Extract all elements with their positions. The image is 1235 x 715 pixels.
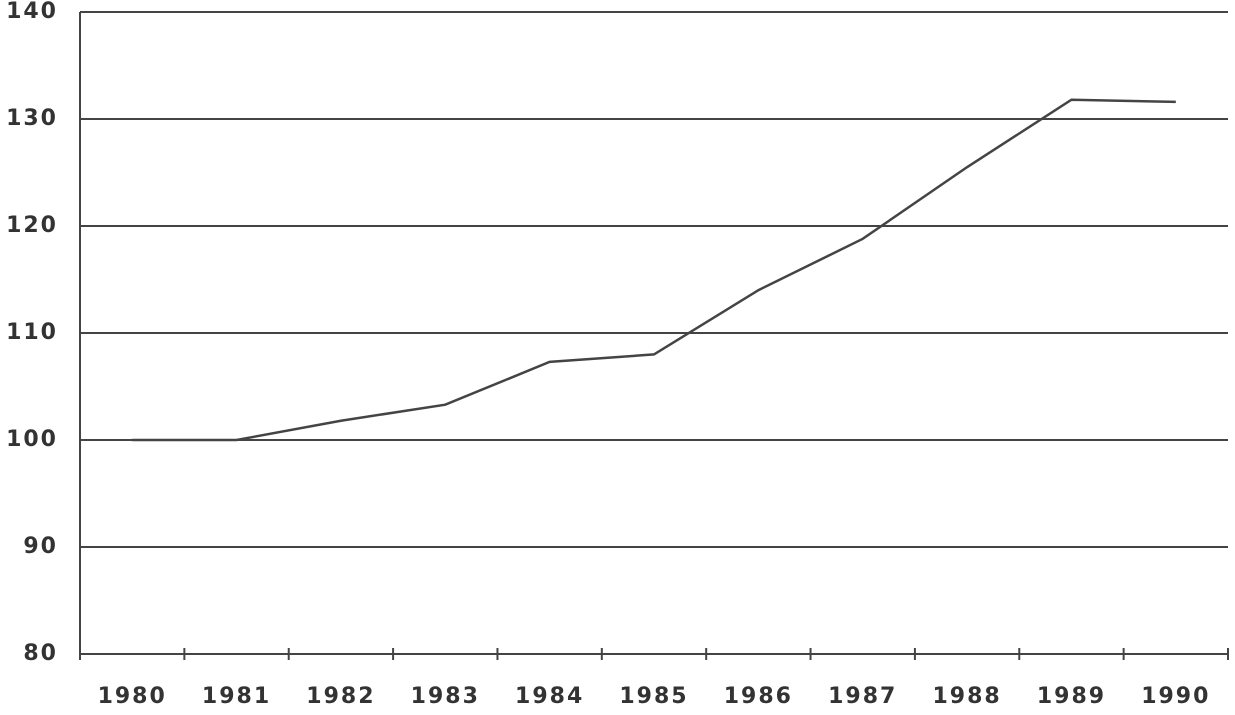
x-tick-label: 1988 [932, 684, 1001, 709]
y-tick-label: 130 [6, 106, 58, 131]
x-tick-label: 1985 [619, 684, 688, 709]
y-tick-label: 90 [23, 534, 58, 559]
x-tick-label: 1982 [306, 684, 375, 709]
data-line [132, 98, 1176, 442]
x-tick-label: 1983 [411, 684, 480, 709]
x-tick-label: 1981 [202, 684, 271, 709]
x-tick-label: 1980 [98, 684, 167, 709]
y-tick-label: 120 [6, 213, 58, 238]
y-tick-label: 100 [6, 427, 58, 452]
x-tick-label: 1989 [1037, 684, 1106, 709]
x-tick-label: 1986 [724, 684, 793, 709]
x-tick-label: 1987 [828, 684, 897, 709]
x-tick-label: 1984 [515, 684, 584, 709]
y-tick-label: 110 [6, 320, 58, 345]
x-tick-label: 1990 [1141, 684, 1210, 709]
y-tick-label: 80 [23, 641, 58, 666]
y-tick-label: 140 [6, 0, 58, 24]
